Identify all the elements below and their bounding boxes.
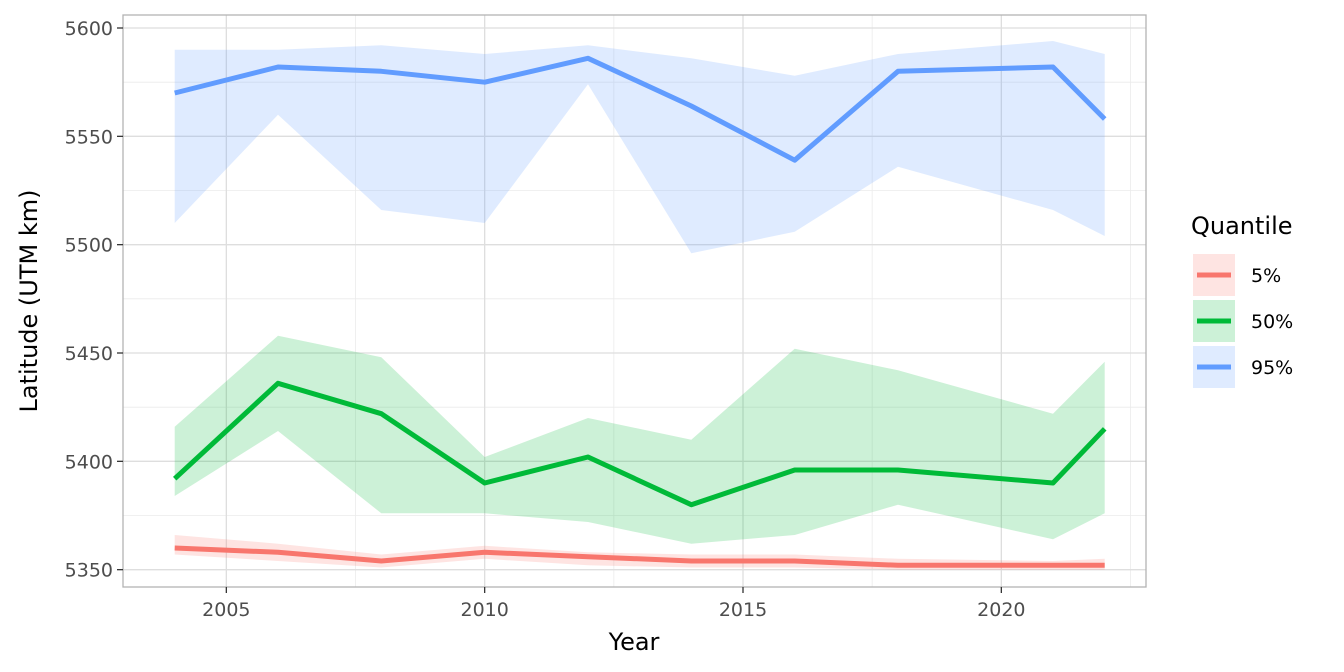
y-tick-label: 5450 <box>65 343 113 365</box>
x-tick-label: 2020 <box>977 599 1025 621</box>
y-tick-label: 5600 <box>65 18 113 40</box>
y-tick-label: 5400 <box>65 451 113 473</box>
x-axis-title: Year <box>608 628 660 656</box>
x-tick-labels: 2005 2010 2015 2020 <box>202 599 1025 621</box>
series-lines <box>173 55 1107 568</box>
y-tick-labels: 5350 5400 5450 5500 5550 5600 <box>65 18 113 582</box>
legend-items: 5% 50% 95% <box>1193 254 1293 388</box>
ribbon-2 <box>174 335 1105 544</box>
grid-major <box>123 15 1146 587</box>
y-axis-title: Latitude (UTM km) <box>15 190 43 413</box>
legend-label-2: 50% <box>1251 311 1293 333</box>
legend: Quantile 5% 50% 95% <box>1191 212 1293 388</box>
series-line-1 <box>174 545 1105 568</box>
legend-label-1: 5% <box>1251 265 1281 287</box>
x-tick-label: 2005 <box>202 599 250 621</box>
y-tick-label: 5500 <box>65 235 113 257</box>
x-tick-label: 2015 <box>719 599 767 621</box>
legend-title: Quantile <box>1191 212 1293 240</box>
grid-minor <box>123 15 1146 587</box>
x-tick-label: 2010 <box>460 599 508 621</box>
axis-ticks <box>117 27 1002 593</box>
y-tick-label: 5350 <box>65 560 113 582</box>
legend-label-3: 95% <box>1251 357 1293 379</box>
panel-border <box>122 14 1147 588</box>
series-line-2 <box>173 380 1107 508</box>
series-line-3 <box>174 55 1107 163</box>
y-tick-label: 5550 <box>65 126 113 148</box>
